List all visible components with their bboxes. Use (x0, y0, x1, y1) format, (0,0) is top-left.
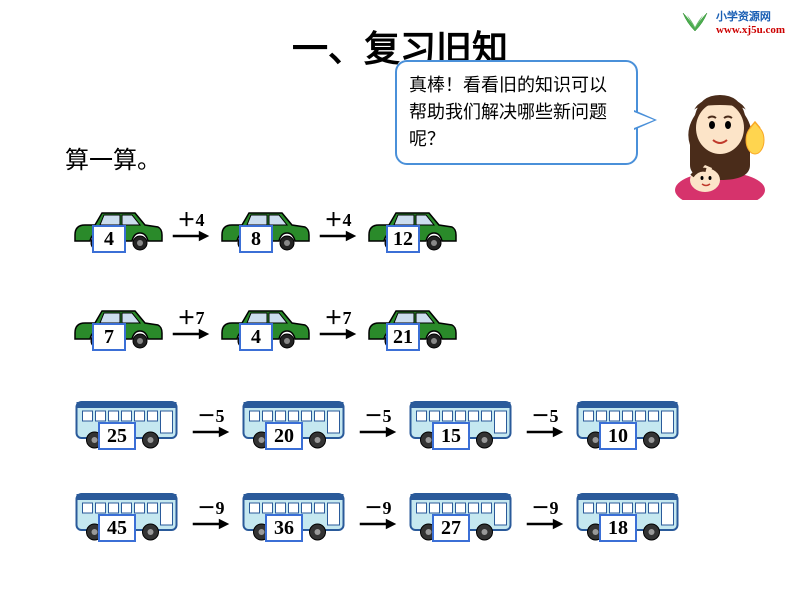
car-vehicle: 7 (70, 301, 165, 346)
car-vehicle: 21 (364, 301, 459, 346)
car-vehicle: 4 (70, 203, 165, 248)
number-box: 18 (599, 514, 637, 542)
operation-arrow: ＋4 (171, 206, 211, 244)
operation-arrow: ＋7 (171, 304, 211, 342)
operation-arrow: －5 (358, 402, 398, 440)
number-box: 45 (98, 514, 136, 542)
operation-arrow: ＋4 (318, 206, 358, 244)
exercise-row: 7＋74＋721 (70, 293, 770, 353)
teacher-illustration (650, 70, 790, 200)
bus-vehicle: 10 (571, 394, 686, 449)
number-box: 8 (239, 225, 273, 253)
number-box: 4 (92, 225, 126, 253)
number-box: 12 (386, 225, 420, 253)
operation-arrow: －9 (525, 494, 565, 532)
number-box: 20 (265, 422, 303, 450)
operation-arrow: －5 (525, 402, 565, 440)
car-vehicle: 12 (364, 203, 459, 248)
bus-vehicle: 25 (70, 394, 185, 449)
exercise-row: 45 －9 36 －9 27 －9 18 (70, 483, 770, 543)
operation-arrow: －9 (358, 494, 398, 532)
number-box: 15 (432, 422, 470, 450)
logo-text-2: www.xj5u.com (716, 24, 785, 36)
bus-vehicle: 15 (404, 394, 519, 449)
bus-vehicle: 36 (237, 486, 352, 541)
speech-bubble: 真棒！看看旧的知识可以帮助我们解决哪些新问题呢？ (395, 60, 638, 165)
site-logo: 小学资源网 www.xj5u.com (681, 8, 785, 36)
exercise-row: 4＋48＋412 (70, 195, 770, 255)
speech-text: 真棒！看看旧的知识可以帮助我们解决哪些新问题呢？ (409, 75, 607, 149)
car-vehicle: 4 (217, 301, 312, 346)
subtitle: 算一算。 (65, 140, 161, 175)
number-box: 27 (432, 514, 470, 542)
number-box: 25 (98, 422, 136, 450)
bus-vehicle: 27 (404, 486, 519, 541)
number-box: 21 (386, 323, 420, 351)
bus-vehicle: 20 (237, 394, 352, 449)
number-box: 7 (92, 323, 126, 351)
bus-vehicle: 18 (571, 486, 686, 541)
number-box: 4 (239, 323, 273, 351)
car-vehicle: 8 (217, 203, 312, 248)
operation-arrow: －9 (191, 494, 231, 532)
logo-text-1: 小学资源网 (716, 8, 785, 24)
exercise-rows: 4＋48＋4127＋74＋72125－520－515－51045－936－927… (70, 195, 770, 575)
number-box: 10 (599, 422, 637, 450)
operation-arrow: －5 (191, 402, 231, 440)
operation-arrow: ＋7 (318, 304, 358, 342)
bus-vehicle: 45 (70, 486, 185, 541)
exercise-row: 25 －5 20 －5 15 －5 10 (70, 391, 770, 451)
number-box: 36 (265, 514, 303, 542)
